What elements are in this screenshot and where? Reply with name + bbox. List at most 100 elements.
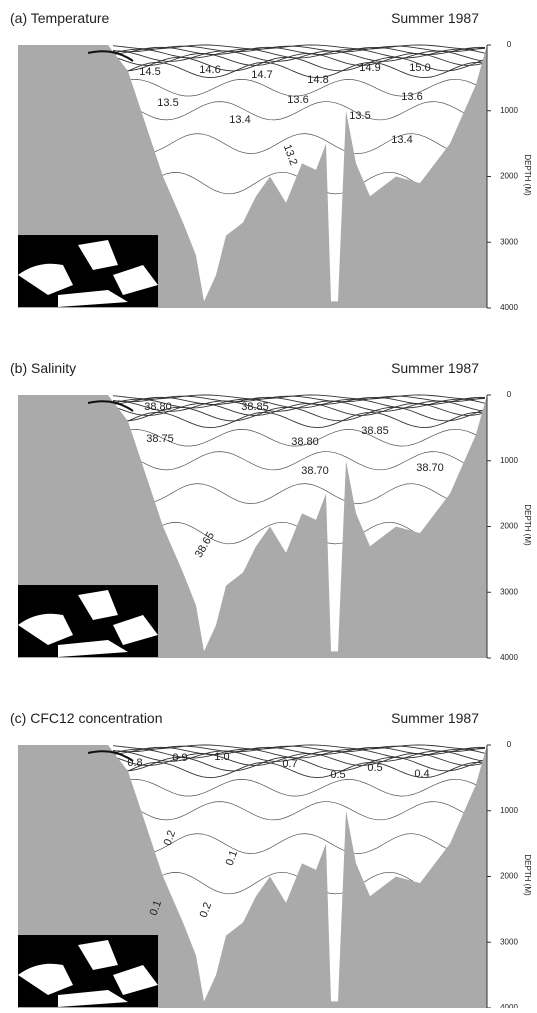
coast-line [87,50,134,62]
y-tick-label: 2000 [500,872,518,881]
y-tick-label: 4000 [500,1003,518,1008]
contour-line [112,801,486,821]
panel-subtitle: Summer 1987 [391,710,479,726]
contour-line [112,753,486,766]
contour-line [112,395,486,403]
contour-label: 38.80 [291,436,319,448]
contour-label: 13.5 [157,97,178,109]
contour-label: 38.70 [301,465,329,477]
contour-label: 0.5 [330,769,345,781]
contour-label: 38.65 [193,530,217,560]
contour-label: 38.75 [146,433,174,445]
coast-line [87,750,134,762]
panel: (c) CFC12 concentration Summer 1987 0 1000 2… [10,710,532,1012]
contour-line [112,761,486,779]
panel: (a) Temperature Summer 1987 0 1000 2000 3000 4… [10,10,532,312]
contour-label: 0.1 [148,899,165,917]
contour-line [112,53,486,66]
contour-label: 0.8 [127,757,142,769]
inset-land [78,590,118,620]
contour-label: 15.0 [409,62,430,74]
inset-land [78,240,118,270]
y-tick-label: 4000 [500,653,518,662]
contour-line [112,744,486,750]
contour-label: 14.5 [139,66,160,78]
contour-label: 38.70 [416,462,444,474]
panel: (b) Salinity Summer 1987 0 1000 2000 3000 4000… [10,360,532,662]
inset-land [18,963,73,995]
y-tick-label: 4000 [500,303,518,312]
inset-land [78,940,118,970]
y-tick-label: 3000 [500,937,518,946]
contour-line [112,745,486,753]
contour-line [112,61,486,79]
contour-label: 0.9 [172,752,187,764]
inset-land [18,613,73,645]
y-tick-label: 0 [507,40,512,49]
y-tick-label: 0 [507,390,512,399]
contour-line [112,411,486,429]
contour-line [112,833,486,854]
y-axis-label: DEPTH (M) [523,504,532,546]
inset-land [18,263,73,295]
contour-label: 0.7 [282,758,297,770]
contour-label: 38.80 [144,401,172,413]
panel-subtitle: Summer 1987 [391,360,479,376]
contour-label: 0.2 [198,901,215,919]
panel-subtitle: Summer 1987 [391,10,479,26]
contour-line [112,403,486,416]
contour-line [112,750,486,762]
y-tick-label: 2000 [500,172,518,181]
contour-label: 14.7 [251,69,272,81]
contour-label: 13.6 [287,94,308,106]
contour-line [112,101,486,121]
contour-label: 13.4 [229,114,250,126]
contour-line [112,756,486,772]
panel-title: (a) Temperature [10,10,110,26]
contour-line [112,133,486,154]
contour-line [112,45,486,53]
y-tick-label: 1000 [500,806,518,815]
contour-line [112,451,486,471]
contour-label: 13.6 [401,91,422,103]
contour-line [112,748,486,759]
contour-label: 13.4 [391,134,412,146]
contour-label: 0.4 [414,768,429,780]
contour-label: 0.2 [162,829,179,847]
contour-label: 0.5 [367,762,382,774]
contour-line [112,483,486,504]
contour-label: 14.9 [359,62,380,74]
inset-land [58,290,128,307]
y-axis-label: DEPTH (M) [523,854,532,896]
y-tick-label: 2000 [500,522,518,531]
contour-line [112,428,486,447]
contour-label: 38.85 [361,425,389,437]
contour-label: 0.1 [224,849,241,867]
contour-line [112,394,486,400]
contour-line [112,778,486,797]
inset-land [113,965,158,995]
y-axis-label: DEPTH (M) [523,154,532,196]
y-tick-label: 1000 [500,456,518,465]
contour-line [112,406,486,422]
contour-label: 14.6 [199,64,220,76]
panel-title: (c) CFC12 concentration [10,710,163,726]
y-tick-label: 3000 [500,587,518,596]
inset-land [113,615,158,645]
contour-label: 1.0 [214,751,229,763]
coast-line [87,400,134,412]
y-tick-label: 1000 [500,106,518,115]
y-tick-label: 0 [507,740,512,749]
contour-line [112,78,486,97]
contour-label: 38.85 [241,401,269,413]
inset-land [58,640,128,657]
contour-line [112,400,486,412]
contour-line [112,50,486,62]
panel-title: (b) Salinity [10,360,76,376]
contour-line [112,44,486,50]
contour-line [112,56,486,72]
inset-land [113,265,158,295]
contour-label: 14.8 [307,74,328,86]
inset-land [58,990,128,1007]
